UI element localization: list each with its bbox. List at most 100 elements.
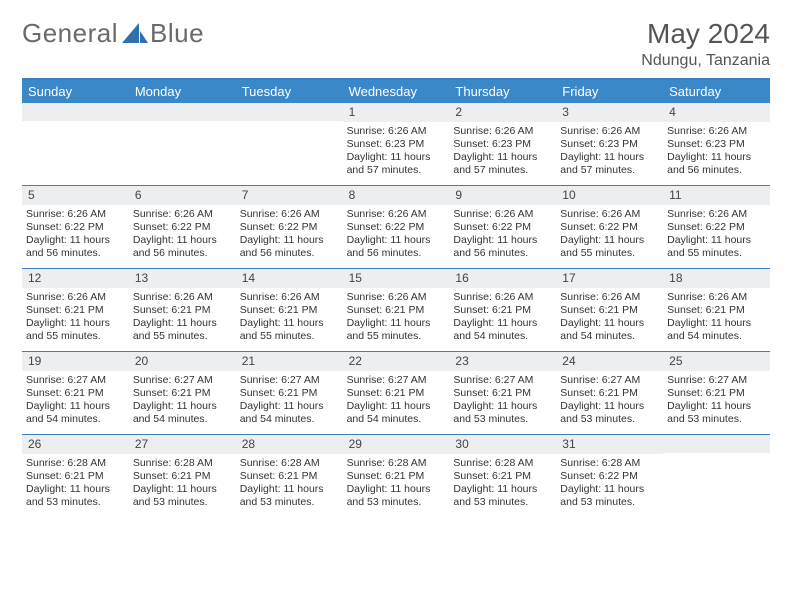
sunset-text: Sunset: 6:21 PM xyxy=(347,470,446,483)
sunset-text: Sunset: 6:21 PM xyxy=(453,470,552,483)
calendar-cell: 30Sunrise: 6:28 AMSunset: 6:21 PMDayligh… xyxy=(449,435,556,517)
day-number: 28 xyxy=(236,435,343,454)
sunset-text: Sunset: 6:21 PM xyxy=(133,470,232,483)
sunset-text: Sunset: 6:21 PM xyxy=(667,387,766,400)
day-number: 5 xyxy=(22,186,129,205)
day-number: 8 xyxy=(343,186,450,205)
sunrise-text: Sunrise: 6:28 AM xyxy=(133,457,232,470)
day-of-week-label: Saturday xyxy=(663,80,770,103)
sunrise-text: Sunrise: 6:26 AM xyxy=(560,291,659,304)
calendar: SundayMondayTuesdayWednesdayThursdayFrid… xyxy=(22,78,770,517)
day-number: 31 xyxy=(556,435,663,454)
day-number: 2 xyxy=(449,103,556,122)
day-of-week-label: Thursday xyxy=(449,80,556,103)
calendar-cell: 26Sunrise: 6:28 AMSunset: 6:21 PMDayligh… xyxy=(22,435,129,517)
daylight-text: Daylight: 11 hours and 55 minutes. xyxy=(26,317,125,343)
sunset-text: Sunset: 6:21 PM xyxy=(133,304,232,317)
sunset-text: Sunset: 6:21 PM xyxy=(240,387,339,400)
day-number: 16 xyxy=(449,269,556,288)
sunrise-text: Sunrise: 6:27 AM xyxy=(347,374,446,387)
calendar-cell-empty xyxy=(129,103,236,185)
day-number: 18 xyxy=(663,269,770,288)
day-of-week-label: Friday xyxy=(556,80,663,103)
calendar-cell: 22Sunrise: 6:27 AMSunset: 6:21 PMDayligh… xyxy=(343,352,450,434)
day-number: 12 xyxy=(22,269,129,288)
sunset-text: Sunset: 6:21 PM xyxy=(453,387,552,400)
sunset-text: Sunset: 6:22 PM xyxy=(240,221,339,234)
sunset-text: Sunset: 6:23 PM xyxy=(347,138,446,151)
calendar-cell: 3Sunrise: 6:26 AMSunset: 6:23 PMDaylight… xyxy=(556,103,663,185)
sunrise-text: Sunrise: 6:26 AM xyxy=(453,208,552,221)
sunrise-text: Sunrise: 6:26 AM xyxy=(240,291,339,304)
sunset-text: Sunset: 6:21 PM xyxy=(26,470,125,483)
calendar-cell: 24Sunrise: 6:27 AMSunset: 6:21 PMDayligh… xyxy=(556,352,663,434)
daylight-text: Daylight: 11 hours and 53 minutes. xyxy=(347,483,446,509)
sunset-text: Sunset: 6:21 PM xyxy=(240,470,339,483)
daylight-text: Daylight: 11 hours and 56 minutes. xyxy=(240,234,339,260)
calendar-cell: 20Sunrise: 6:27 AMSunset: 6:21 PMDayligh… xyxy=(129,352,236,434)
daylight-text: Daylight: 11 hours and 57 minutes. xyxy=(453,151,552,177)
day-of-week-label: Sunday xyxy=(22,80,129,103)
sunrise-text: Sunrise: 6:26 AM xyxy=(453,291,552,304)
day-number: 26 xyxy=(22,435,129,454)
day-number: 7 xyxy=(236,186,343,205)
sunset-text: Sunset: 6:21 PM xyxy=(453,304,552,317)
calendar-week: 5Sunrise: 6:26 AMSunset: 6:22 PMDaylight… xyxy=(22,185,770,268)
sunset-text: Sunset: 6:23 PM xyxy=(560,138,659,151)
daylight-text: Daylight: 11 hours and 56 minutes. xyxy=(453,234,552,260)
daylight-text: Daylight: 11 hours and 53 minutes. xyxy=(26,483,125,509)
sunrise-text: Sunrise: 6:26 AM xyxy=(133,291,232,304)
calendar-cell-empty xyxy=(22,103,129,185)
sunset-text: Sunset: 6:23 PM xyxy=(453,138,552,151)
sunrise-text: Sunrise: 6:26 AM xyxy=(560,208,659,221)
day-of-week-header: SundayMondayTuesdayWednesdayThursdayFrid… xyxy=(22,80,770,103)
calendar-week: 26Sunrise: 6:28 AMSunset: 6:21 PMDayligh… xyxy=(22,434,770,517)
calendar-cell: 15Sunrise: 6:26 AMSunset: 6:21 PMDayligh… xyxy=(343,269,450,351)
sunrise-text: Sunrise: 6:27 AM xyxy=(453,374,552,387)
sunrise-text: Sunrise: 6:28 AM xyxy=(240,457,339,470)
daylight-text: Daylight: 11 hours and 53 minutes. xyxy=(133,483,232,509)
day-number: 3 xyxy=(556,103,663,122)
day-number-bar xyxy=(129,103,236,121)
location-label: Ndungu, Tanzania xyxy=(641,52,770,70)
day-number-bar xyxy=(22,103,129,121)
daylight-text: Daylight: 11 hours and 54 minutes. xyxy=(453,317,552,343)
calendar-cell: 28Sunrise: 6:28 AMSunset: 6:21 PMDayligh… xyxy=(236,435,343,517)
calendar-cell: 13Sunrise: 6:26 AMSunset: 6:21 PMDayligh… xyxy=(129,269,236,351)
brand-part1: General xyxy=(22,18,118,49)
daylight-text: Daylight: 11 hours and 53 minutes. xyxy=(667,400,766,426)
day-number: 29 xyxy=(343,435,450,454)
calendar-cell: 8Sunrise: 6:26 AMSunset: 6:22 PMDaylight… xyxy=(343,186,450,268)
daylight-text: Daylight: 11 hours and 55 minutes. xyxy=(667,234,766,260)
daylight-text: Daylight: 11 hours and 56 minutes. xyxy=(133,234,232,260)
calendar-cell: 10Sunrise: 6:26 AMSunset: 6:22 PMDayligh… xyxy=(556,186,663,268)
daylight-text: Daylight: 11 hours and 54 minutes. xyxy=(26,400,125,426)
daylight-text: Daylight: 11 hours and 53 minutes. xyxy=(453,483,552,509)
sunset-text: Sunset: 6:22 PM xyxy=(560,470,659,483)
day-number: 11 xyxy=(663,186,770,205)
day-number: 15 xyxy=(343,269,450,288)
sunset-text: Sunset: 6:21 PM xyxy=(560,387,659,400)
daylight-text: Daylight: 11 hours and 54 minutes. xyxy=(667,317,766,343)
calendar-cell: 11Sunrise: 6:26 AMSunset: 6:22 PMDayligh… xyxy=(663,186,770,268)
sunrise-text: Sunrise: 6:26 AM xyxy=(453,125,552,138)
daylight-text: Daylight: 11 hours and 56 minutes. xyxy=(667,151,766,177)
day-number: 1 xyxy=(343,103,450,122)
day-number: 13 xyxy=(129,269,236,288)
sunrise-text: Sunrise: 6:26 AM xyxy=(240,208,339,221)
calendar-cell: 9Sunrise: 6:26 AMSunset: 6:22 PMDaylight… xyxy=(449,186,556,268)
calendar-cell: 17Sunrise: 6:26 AMSunset: 6:21 PMDayligh… xyxy=(556,269,663,351)
daylight-text: Daylight: 11 hours and 56 minutes. xyxy=(26,234,125,260)
day-number: 20 xyxy=(129,352,236,371)
calendar-week: 19Sunrise: 6:27 AMSunset: 6:21 PMDayligh… xyxy=(22,351,770,434)
daylight-text: Daylight: 11 hours and 53 minutes. xyxy=(560,483,659,509)
daylight-text: Daylight: 11 hours and 53 minutes. xyxy=(453,400,552,426)
sunrise-text: Sunrise: 6:28 AM xyxy=(453,457,552,470)
header-right: May 2024 Ndungu, Tanzania xyxy=(641,18,770,70)
sunrise-text: Sunrise: 6:27 AM xyxy=(133,374,232,387)
daylight-text: Daylight: 11 hours and 54 minutes. xyxy=(133,400,232,426)
day-number: 4 xyxy=(663,103,770,122)
sunset-text: Sunset: 6:21 PM xyxy=(26,387,125,400)
sunrise-text: Sunrise: 6:26 AM xyxy=(347,208,446,221)
calendar-cell-empty xyxy=(663,435,770,517)
